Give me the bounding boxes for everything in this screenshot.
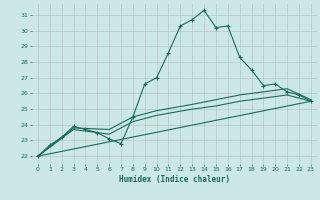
X-axis label: Humidex (Indice chaleur): Humidex (Indice chaleur) bbox=[119, 175, 230, 184]
